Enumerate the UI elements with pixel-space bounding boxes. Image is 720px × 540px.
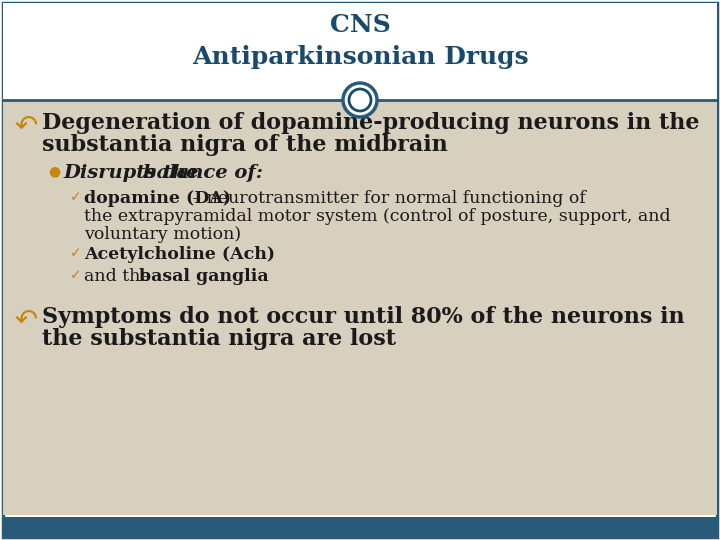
- Text: Degeneration of dopamine-producing neurons in the: Degeneration of dopamine-producing neuro…: [42, 112, 700, 134]
- FancyBboxPatch shape: [3, 3, 717, 100]
- Text: Antiparkinsonian Drugs: Antiparkinsonian Drugs: [192, 45, 528, 69]
- Text: balance of:: balance of:: [143, 164, 263, 182]
- Text: dopamine (DA): dopamine (DA): [84, 190, 231, 207]
- Text: the extrapyramidal motor system (control of posture, support, and: the extrapyramidal motor system (control…: [84, 208, 670, 225]
- Text: basal ganglia: basal ganglia: [139, 268, 269, 285]
- Circle shape: [349, 89, 371, 111]
- FancyBboxPatch shape: [3, 517, 717, 537]
- FancyBboxPatch shape: [3, 100, 717, 515]
- Text: Disrupts the: Disrupts the: [63, 164, 205, 182]
- Text: ●: ●: [48, 164, 60, 178]
- Text: substantia nigra of the midbrain: substantia nigra of the midbrain: [42, 134, 448, 156]
- Text: CNS: CNS: [330, 13, 390, 37]
- Text: ↶: ↶: [14, 112, 37, 140]
- Text: ✓: ✓: [70, 246, 81, 260]
- Text: ↶: ↶: [14, 306, 37, 334]
- Text: ✓: ✓: [70, 268, 81, 282]
- Circle shape: [343, 83, 377, 117]
- Text: Acetylcholine (Ach): Acetylcholine (Ach): [84, 246, 275, 263]
- Circle shape: [343, 83, 377, 117]
- Text: ✓: ✓: [70, 190, 81, 204]
- Text: and the: and the: [84, 268, 156, 285]
- FancyBboxPatch shape: [3, 3, 717, 537]
- Text: – neurotransmitter for normal functioning of: – neurotransmitter for normal functionin…: [187, 190, 586, 207]
- Text: Symptoms do not occur until 80% of the neurons in: Symptoms do not occur until 80% of the n…: [42, 306, 685, 328]
- Text: the substantia nigra are lost: the substantia nigra are lost: [42, 328, 396, 350]
- Text: voluntary motion): voluntary motion): [84, 226, 241, 243]
